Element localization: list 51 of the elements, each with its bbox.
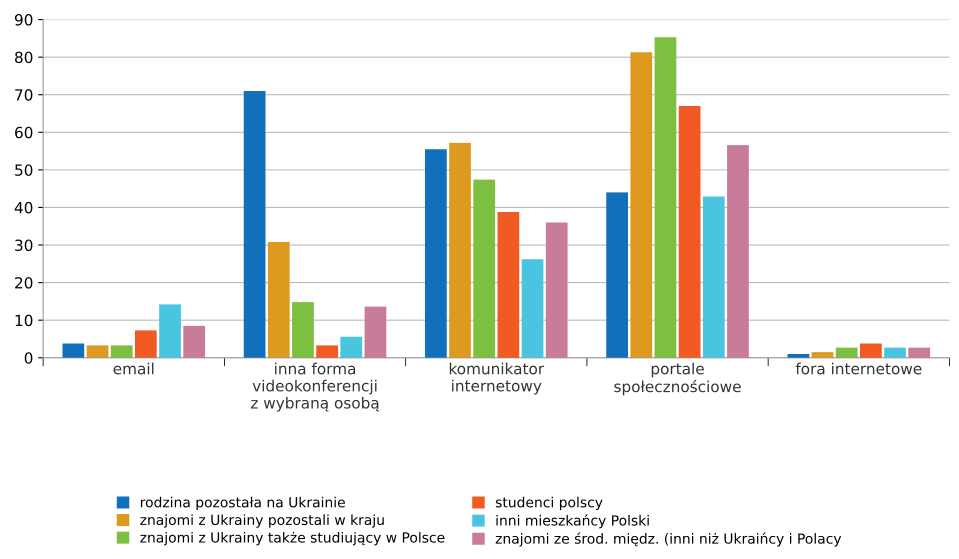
x-tick-label: portale społecznościowe bbox=[614, 362, 741, 396]
bar bbox=[473, 180, 496, 358]
bar bbox=[546, 222, 568, 358]
bar bbox=[340, 336, 362, 358]
legend-label: znajomi z Ukrainy także studiujący w Polsce bbox=[140, 532, 444, 546]
bar bbox=[134, 330, 157, 358]
bar bbox=[424, 149, 447, 358]
bar bbox=[678, 106, 700, 358]
bar bbox=[654, 37, 676, 358]
y-tick-label: 50 bbox=[15, 164, 32, 176]
bar bbox=[630, 52, 652, 358]
bar bbox=[292, 302, 314, 358]
y-tick-label: 70 bbox=[15, 89, 32, 101]
y-tick-label: 20 bbox=[15, 277, 32, 289]
bar bbox=[497, 212, 520, 358]
bar bbox=[702, 196, 725, 358]
bar bbox=[183, 326, 206, 358]
bar bbox=[86, 345, 108, 358]
bar bbox=[316, 345, 338, 358]
bar bbox=[364, 306, 386, 358]
legend-label: studenci polscy bbox=[496, 496, 603, 510]
y-tick-label: 80 bbox=[15, 52, 32, 64]
y-tick-label: 90 bbox=[14, 14, 32, 26]
bar bbox=[62, 343, 84, 358]
y-tick-label: 60 bbox=[15, 126, 32, 138]
x-tick-label: inna forma videokonferencji z wybraną osobą bbox=[251, 362, 379, 412]
y-tick-label: 30 bbox=[15, 239, 32, 252]
y-tick-label: 40 bbox=[14, 202, 32, 214]
y-tick-label: 0 bbox=[24, 352, 32, 364]
bar bbox=[884, 348, 906, 358]
y-tick-label: 10 bbox=[16, 314, 32, 326]
bar bbox=[860, 343, 882, 358]
bar bbox=[812, 352, 834, 358]
bar bbox=[606, 192, 628, 358]
x-tick-label: fora internetowe bbox=[796, 362, 922, 374]
bar bbox=[110, 345, 133, 358]
bar bbox=[836, 348, 858, 358]
bar bbox=[159, 304, 181, 358]
x-tick-label: komunikator internetowy bbox=[450, 362, 544, 395]
bar bbox=[244, 90, 266, 358]
legend-label: rodzina pozostała na Ukrainie bbox=[140, 496, 345, 510]
bar bbox=[727, 145, 749, 358]
legend-label: inni mieszkańcy Polski bbox=[496, 514, 649, 528]
legend-label: znajomi z Ukrainy pozostali w kraju bbox=[140, 514, 384, 528]
bar bbox=[522, 259, 544, 358]
x-tick-label: email bbox=[114, 362, 154, 374]
bar bbox=[787, 354, 810, 358]
legend-label: znajomi ze środ. międz. (inni niż Ukraińcy i Polacy bbox=[496, 532, 842, 546]
bar bbox=[268, 242, 290, 358]
bar bbox=[908, 348, 930, 358]
bar bbox=[449, 142, 471, 358]
